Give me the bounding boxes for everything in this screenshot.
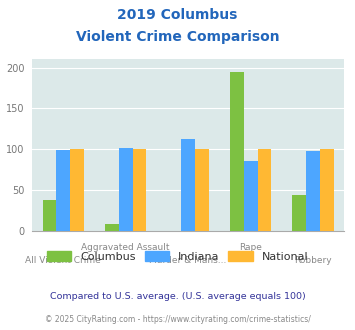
Bar — [230, 72, 244, 231]
Text: 2019 Columbus: 2019 Columbus — [117, 8, 238, 22]
Bar — [105, 224, 119, 231]
Bar — [43, 200, 56, 231]
Bar — [70, 149, 84, 231]
Text: All Violent Crime: All Violent Crime — [25, 256, 101, 265]
Bar — [293, 195, 306, 231]
Text: Compared to U.S. average. (U.S. average equals 100): Compared to U.S. average. (U.S. average … — [50, 292, 305, 301]
Text: Violent Crime Comparison: Violent Crime Comparison — [76, 30, 279, 44]
Bar — [181, 140, 195, 231]
Legend: Columbus, Indiana, National: Columbus, Indiana, National — [42, 247, 313, 267]
Bar — [119, 148, 132, 231]
Text: Murder & Mans...: Murder & Mans... — [149, 256, 227, 265]
Bar — [195, 149, 209, 231]
Text: Rape: Rape — [239, 243, 262, 251]
Text: Robbery: Robbery — [294, 256, 332, 265]
Text: Aggravated Assault: Aggravated Assault — [81, 243, 170, 251]
Text: © 2025 CityRating.com - https://www.cityrating.com/crime-statistics/: © 2025 CityRating.com - https://www.city… — [45, 315, 310, 324]
Bar — [320, 149, 334, 231]
Bar — [244, 161, 257, 231]
Bar — [306, 151, 320, 231]
Bar — [257, 149, 271, 231]
Bar — [132, 149, 146, 231]
Bar — [56, 150, 70, 231]
